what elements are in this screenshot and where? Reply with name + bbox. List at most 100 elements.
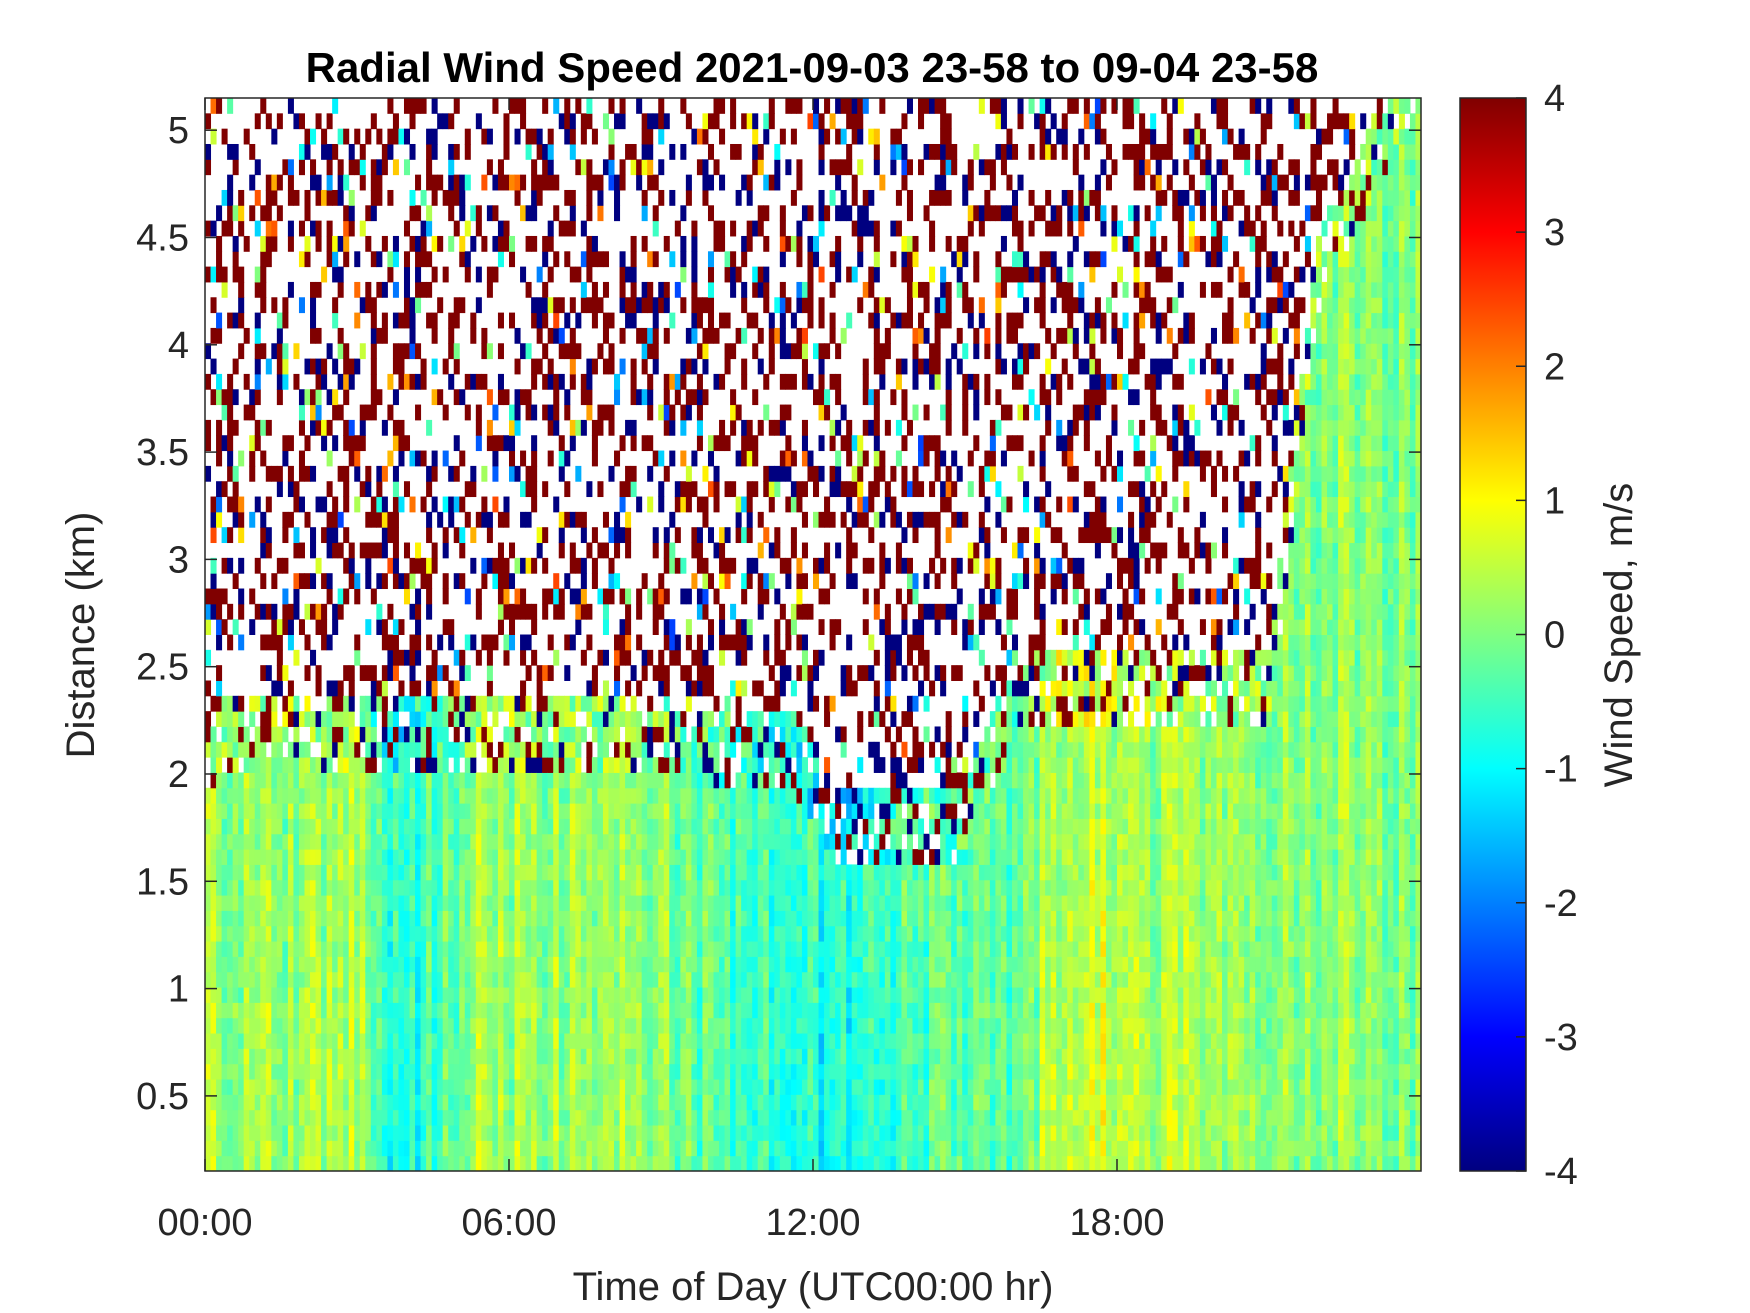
heatmap-cell: [381, 419, 388, 436]
heatmap-cell: [680, 1155, 687, 1172]
heatmap-cell: [591, 128, 598, 145]
heatmap-cell: [669, 1125, 676, 1141]
heatmap-cell: [652, 895, 659, 911]
heatmap-cell: [647, 695, 654, 712]
heatmap-cell: [531, 1033, 538, 1049]
heatmap-cell: [398, 757, 405, 773]
heatmap-cell: [271, 189, 278, 206]
heatmap-cell: [801, 803, 808, 819]
heatmap-cell: [265, 1063, 272, 1080]
heatmap-cell: [210, 879, 217, 896]
heatmap-cell: [243, 803, 250, 819]
heatmap-cell: [265, 895, 272, 911]
heatmap-cell: [304, 1094, 311, 1111]
heatmap-cell: [387, 1155, 394, 1172]
heatmap-cell: [376, 1140, 383, 1157]
heatmap-cell: [238, 312, 245, 329]
heatmap-cell: [276, 373, 283, 390]
heatmap-cell: [509, 818, 516, 835]
heatmap-cell: [442, 711, 449, 727]
heatmap-cell: [674, 803, 681, 819]
heatmap-cell: [354, 634, 361, 651]
heatmap-cell: [652, 619, 659, 635]
heatmap-cell: [470, 1094, 477, 1111]
heatmap-cell: [625, 649, 632, 666]
heatmap-cell: [315, 910, 322, 927]
heatmap-cell: [337, 757, 344, 773]
heatmap-cell: [685, 665, 692, 681]
heatmap-cell: [614, 1155, 621, 1172]
heatmap-cell: [619, 910, 626, 927]
heatmap-cell: [674, 757, 681, 773]
heatmap-cell: [625, 864, 632, 881]
heatmap-cell: [431, 925, 438, 942]
heatmap-cell: [514, 787, 521, 804]
heatmap-cell: [619, 481, 626, 498]
heatmap-cell: [376, 159, 383, 176]
heatmap-cell: [354, 956, 361, 973]
heatmap-cell: [558, 910, 565, 927]
heatmap-cell: [381, 741, 388, 758]
heatmap-cell: [332, 251, 339, 268]
heatmap-cell: [376, 1002, 383, 1019]
heatmap-cell: [724, 757, 731, 773]
heatmap-cell: [216, 680, 223, 697]
heatmap-cell: [779, 281, 786, 298]
heatmap-cell: [354, 1155, 361, 1172]
heatmap-cell: [453, 895, 460, 911]
heatmap-cell: [287, 1002, 294, 1019]
heatmap-cell: [608, 833, 615, 850]
heatmap-cell: [415, 772, 422, 789]
heatmap-cell: [442, 849, 449, 865]
heatmap-cell: [370, 1017, 377, 1034]
heatmap-cell: [409, 235, 416, 252]
heatmap-cell: [381, 772, 388, 789]
heatmap-cell: [486, 1048, 493, 1065]
heatmap-cell: [354, 772, 361, 789]
heatmap-cell: [348, 665, 355, 681]
heatmap-cell: [254, 818, 261, 835]
heatmap-cell: [768, 1002, 775, 1019]
heatmap-cell: [569, 757, 576, 773]
heatmap-cell: [746, 450, 753, 467]
heatmap-cell: [696, 312, 703, 329]
heatmap-cell: [685, 634, 692, 651]
heatmap-cell: [442, 1094, 449, 1111]
heatmap-cell: [403, 971, 411, 988]
heatmap-cell: [536, 297, 543, 314]
heatmap-cell: [752, 1048, 759, 1065]
heatmap-cell: [580, 987, 587, 1003]
heatmap-cell: [437, 711, 444, 727]
heatmap-cell: [558, 695, 565, 712]
heatmap-cell: [707, 941, 715, 957]
heatmap-cell: [387, 925, 394, 942]
heatmap-cell: [337, 343, 344, 360]
heatmap-cell: [332, 435, 339, 452]
heatmap-cell: [426, 941, 433, 957]
heatmap-cell: [381, 235, 388, 252]
heatmap-cell: [564, 634, 571, 651]
heatmap-cell: [608, 772, 615, 789]
heatmap-cell: [763, 833, 770, 850]
heatmap-cell: [757, 573, 764, 590]
heatmap-cell: [260, 803, 267, 819]
heatmap-cell: [636, 818, 643, 835]
heatmap-cell: [315, 1125, 322, 1141]
heatmap-cell: [304, 1033, 311, 1049]
heatmap-cell: [497, 941, 504, 957]
heatmap-cell: [608, 98, 615, 114]
heatmap-cell: [216, 481, 223, 498]
heatmap-cell: [558, 757, 565, 773]
heatmap-cell: [409, 1079, 416, 1095]
heatmap-cell: [763, 1079, 770, 1095]
heatmap-cell: [426, 1140, 433, 1157]
heatmap-cell: [658, 971, 665, 988]
heatmap-cell: [746, 864, 753, 881]
heatmap-cell: [779, 327, 786, 344]
heatmap-cell: [757, 1017, 764, 1034]
heatmap-cell: [680, 956, 687, 973]
heatmap-cell: [298, 113, 305, 130]
heatmap-cell: [426, 864, 433, 881]
heatmap-cell: [663, 235, 670, 252]
heatmap-cell: [514, 588, 521, 605]
